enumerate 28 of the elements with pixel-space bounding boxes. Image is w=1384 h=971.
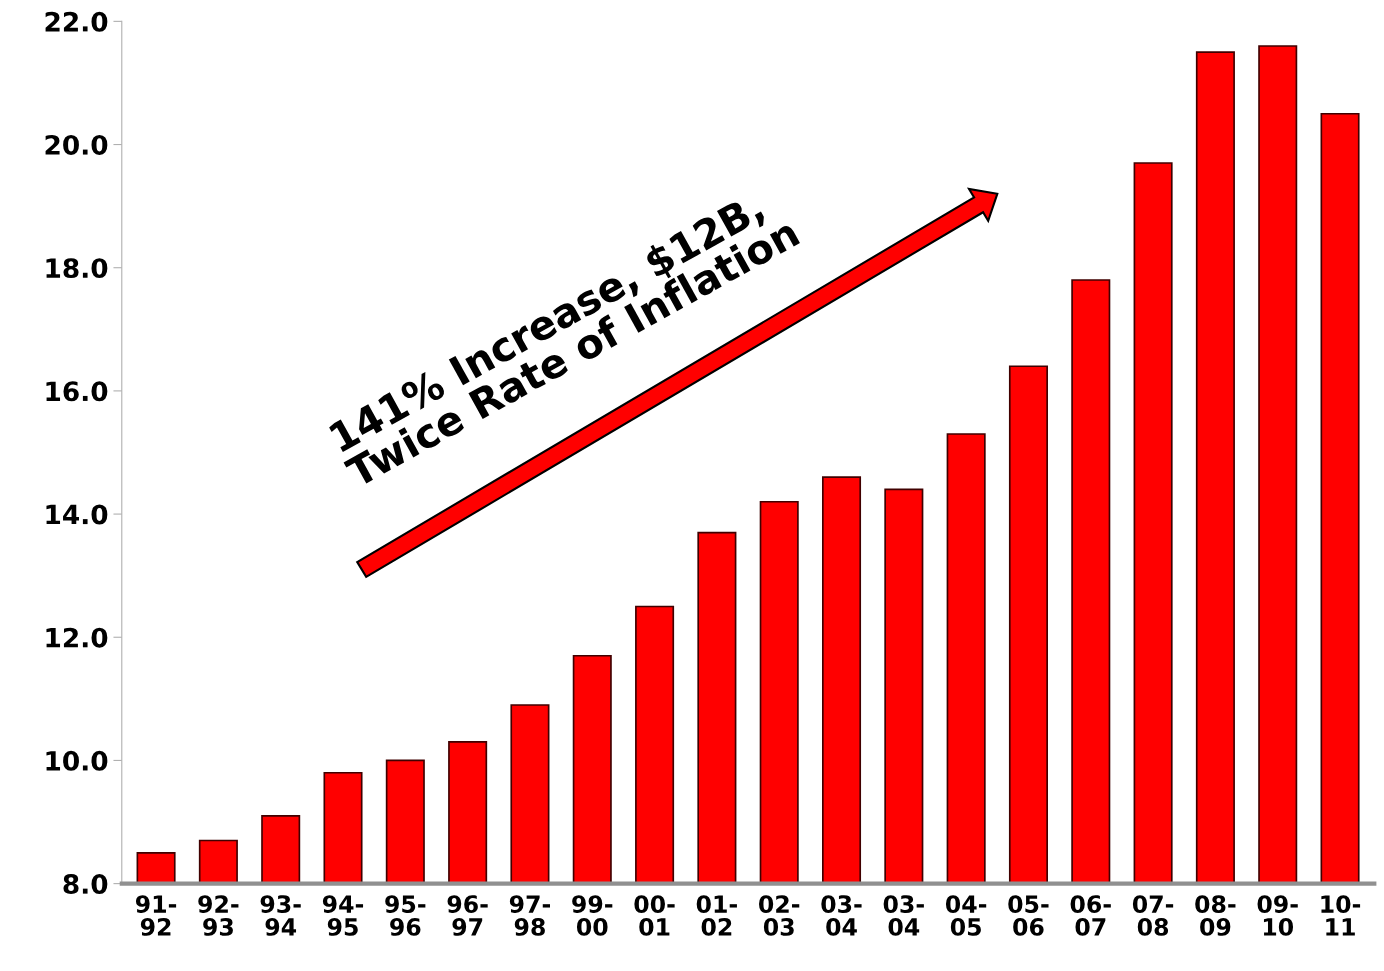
x-tick-label: 04- 05 [945,895,987,936]
x-tick-label: 08- 09 [1195,895,1236,936]
y-tick-label: 18.0 [46,258,108,279]
y-tick-label: 22.0 [45,11,108,32]
x-tick-label: 09- 10 [1257,895,1298,936]
x-tick-label: 92- 93 [198,895,239,936]
x-tick-label: 10- 11 [1321,895,1361,936]
x-tick-label: 94- 95 [322,895,364,936]
x-tick-label: 07- 08 [1132,895,1174,936]
y-tick-label: 14.0 [46,504,108,525]
x-tick-label: 00- 01 [634,895,675,936]
x-tick-label: 91- 92 [135,895,177,936]
x-tick-label: 97- 98 [509,895,550,936]
x-tick-label: 01- 02 [696,895,737,936]
y-tick-label: 10.0 [46,750,108,771]
x-tick-label: 99- 00 [572,895,613,936]
x-tick-label: 03- 04 [821,895,862,936]
y-tick-label: 8.0 [63,874,108,895]
y-tick-label: 16.0 [46,381,108,402]
y-tick-label: 12.0 [46,627,108,648]
x-tick-label: 93- 94 [260,895,301,936]
x-tick-label: 96- 97 [447,895,488,936]
y-tick-label: 20.0 [45,134,108,155]
x-tick-label: 02- 03 [759,895,800,936]
x-tick-label: 06- 07 [1070,895,1111,936]
x-tick-label: 05- 06 [1008,895,1049,936]
x-tick-label: 95- 96 [385,895,426,936]
x-tick-label: 03- 04 [883,895,924,936]
